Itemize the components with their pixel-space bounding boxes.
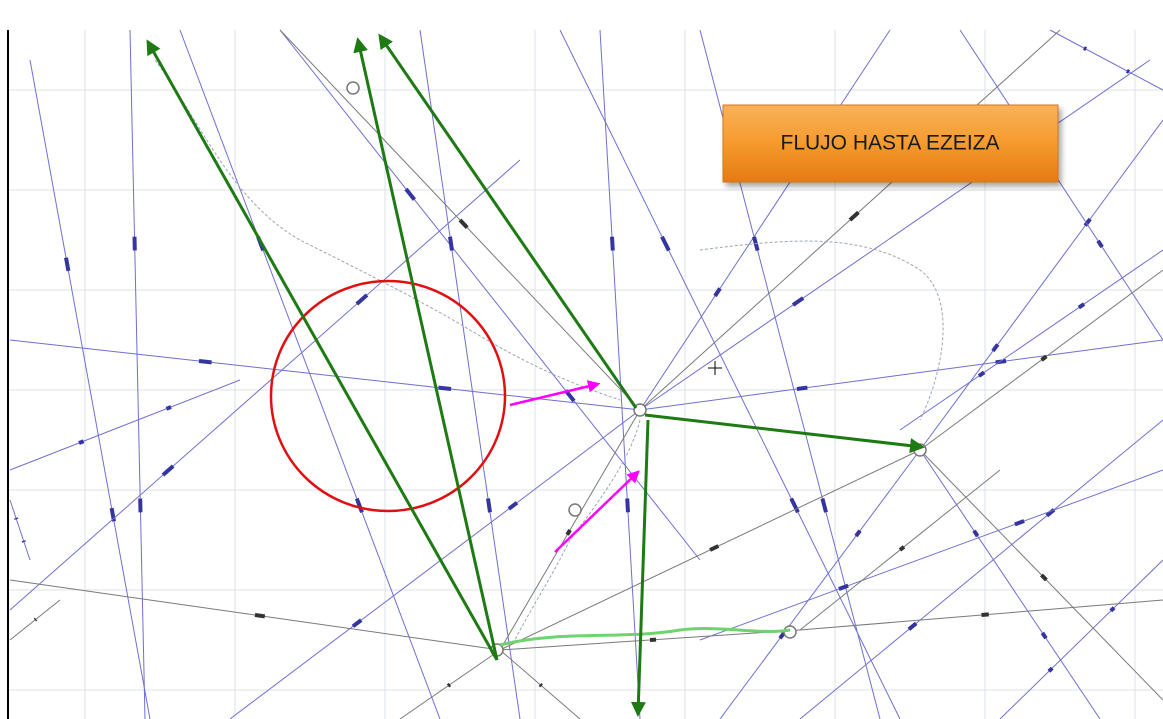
airway-segment xyxy=(198,359,212,365)
airway-segment xyxy=(1047,666,1054,673)
airway-segment xyxy=(791,296,805,307)
airway-segment xyxy=(838,583,849,591)
cursor-cross xyxy=(708,361,722,375)
route-segment xyxy=(458,218,469,229)
airway-segment xyxy=(1082,46,1088,51)
airway xyxy=(9,499,31,561)
airway-segment xyxy=(1125,69,1131,74)
border-lines xyxy=(154,59,944,647)
airway-segment xyxy=(355,293,369,306)
title-box: FLUJO HASTA EZEIZA xyxy=(722,104,1059,183)
route-segment xyxy=(1040,573,1048,582)
navaid xyxy=(568,503,582,517)
river xyxy=(499,627,791,647)
airway xyxy=(999,559,1163,719)
airway xyxy=(9,379,241,471)
airway xyxy=(959,29,1163,341)
airway-segment xyxy=(972,529,980,538)
border-line xyxy=(154,59,621,401)
route-segment xyxy=(538,682,543,688)
airway xyxy=(899,249,1163,431)
airway-segment xyxy=(991,343,1000,353)
title-box-bg xyxy=(722,104,1059,183)
route-segment xyxy=(709,544,720,552)
flow-arrows xyxy=(146,33,925,717)
airway xyxy=(699,469,1163,641)
flow-arrow xyxy=(353,37,499,661)
airway-segment xyxy=(610,236,615,251)
airway xyxy=(919,449,1101,719)
route-segment xyxy=(33,617,38,622)
airway-segment xyxy=(1040,631,1048,640)
route-segment xyxy=(981,612,989,617)
airway xyxy=(1049,29,1163,91)
border-line xyxy=(699,240,944,421)
magenta-arrow xyxy=(509,380,601,407)
route-segment xyxy=(898,545,906,552)
airway-segment xyxy=(1083,217,1092,227)
airway-segment xyxy=(448,236,454,251)
airway-segment xyxy=(486,498,492,513)
airway xyxy=(639,59,1151,411)
magenta-arrow xyxy=(554,470,640,553)
airway xyxy=(559,29,901,719)
border-line xyxy=(514,419,641,641)
route-segment xyxy=(254,613,266,619)
airway-segment xyxy=(789,497,800,514)
airway-segment xyxy=(820,498,828,513)
route-segment xyxy=(446,682,452,688)
airway-segment xyxy=(404,187,416,201)
airway xyxy=(9,159,521,611)
route-segment xyxy=(1040,354,1048,362)
flow-arrow xyxy=(146,39,499,661)
airway xyxy=(419,29,521,719)
airway xyxy=(179,29,441,719)
airway-segment xyxy=(907,621,918,631)
airway-segment xyxy=(354,497,364,514)
title-box-label: FLUJO HASTA EZEIZA xyxy=(781,132,1000,155)
flow-arrow xyxy=(630,419,650,717)
airway-segment xyxy=(1109,606,1116,613)
airway xyxy=(919,119,1163,451)
route-segment xyxy=(848,210,860,222)
airway xyxy=(639,29,891,411)
airway-segment xyxy=(995,359,1007,365)
airway-segment xyxy=(854,529,862,538)
airway-segment xyxy=(625,498,630,513)
airway-segment xyxy=(161,464,175,477)
airway-segment xyxy=(1077,302,1086,310)
airway xyxy=(719,449,921,719)
airway xyxy=(29,59,151,719)
airway-segment xyxy=(78,439,85,445)
airway-segment xyxy=(64,257,71,272)
airway xyxy=(639,339,1163,411)
airway-segment xyxy=(1014,519,1025,527)
airway-segment xyxy=(713,287,722,298)
airway xyxy=(229,409,641,719)
airway-segment xyxy=(351,618,363,628)
highlight-circle xyxy=(269,279,507,513)
flow-arrow xyxy=(644,413,925,454)
grid xyxy=(8,30,1163,719)
route-segment xyxy=(565,528,572,536)
airway-segment xyxy=(1096,239,1104,249)
airway-segment xyxy=(778,631,786,640)
airway xyxy=(599,29,641,719)
flow-arrow xyxy=(378,33,638,409)
airway-segment xyxy=(977,370,986,378)
airway xyxy=(799,419,1163,719)
airway-segment xyxy=(660,235,671,252)
airway-segment xyxy=(165,405,172,411)
airway-segment xyxy=(507,501,519,511)
airway-segment xyxy=(796,385,808,391)
navaid xyxy=(346,81,360,95)
airway xyxy=(129,29,146,719)
airway-segment xyxy=(438,385,452,391)
